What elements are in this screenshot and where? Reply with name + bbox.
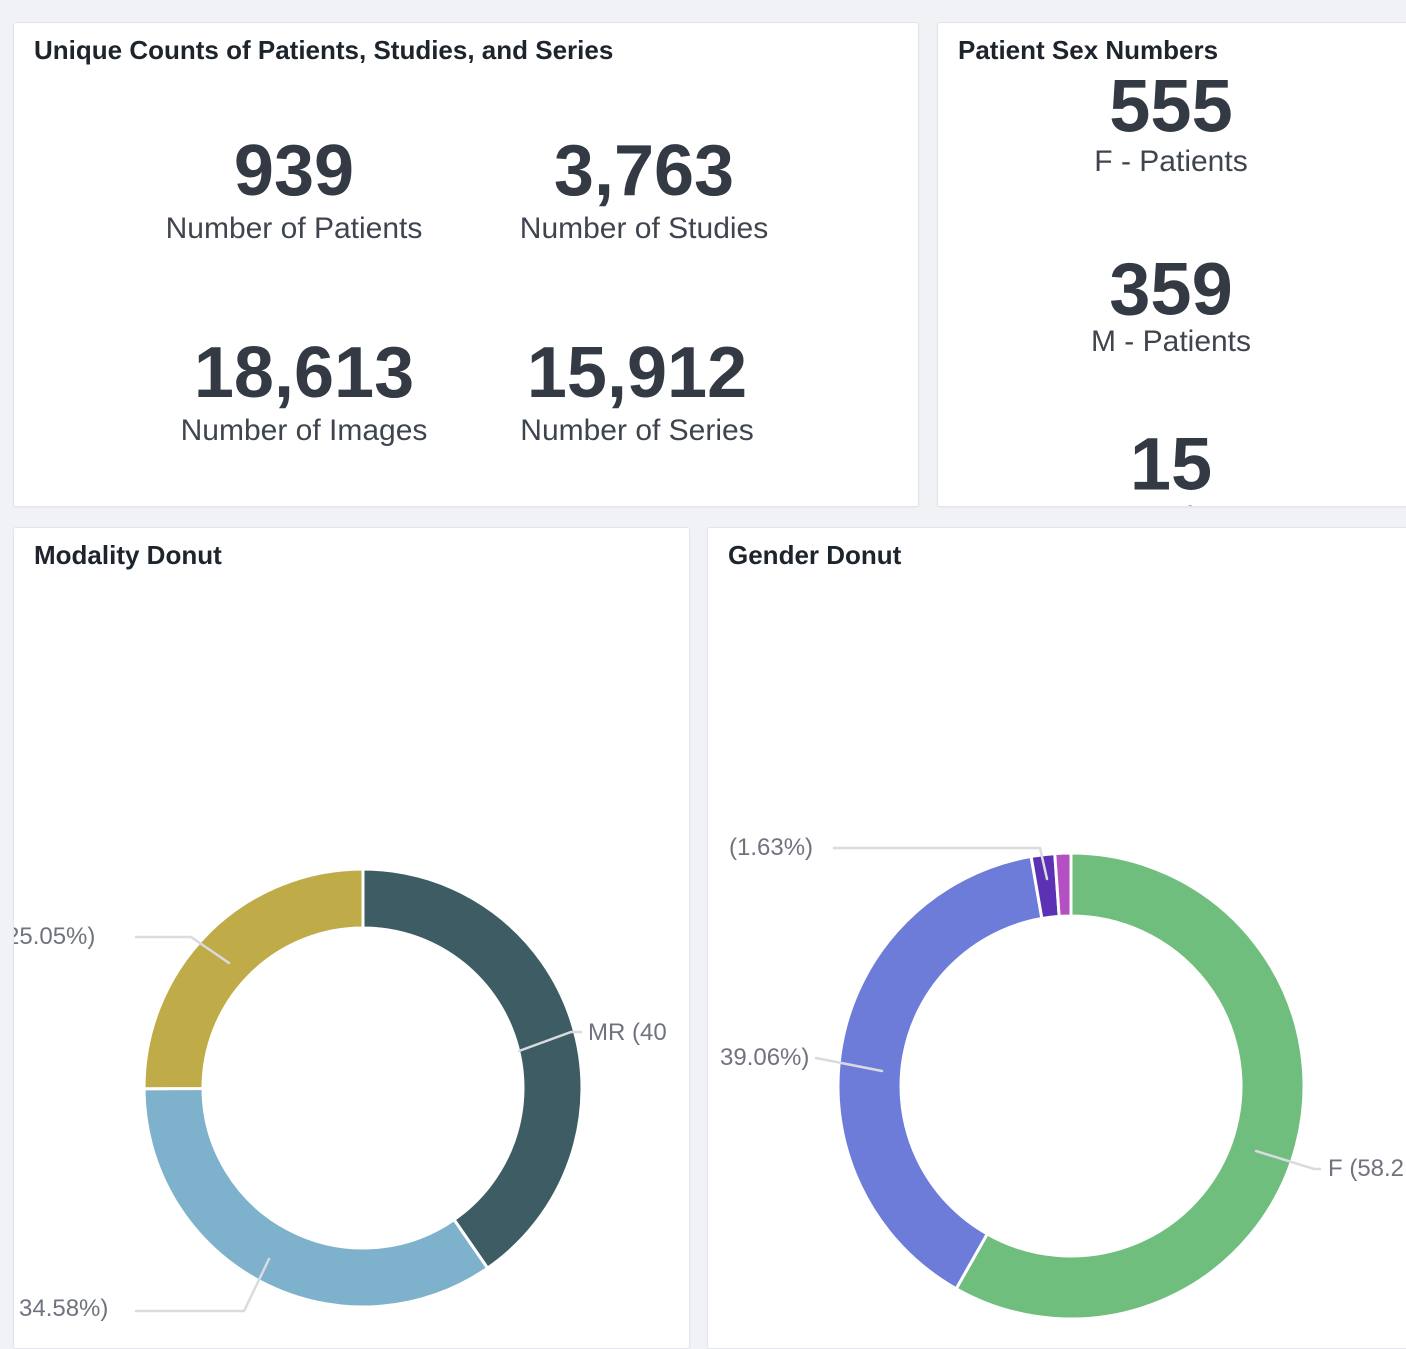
stat-number-of-series-value: 15,912	[526, 333, 748, 413]
donut-segment-f[interactable]	[954, 851, 1306, 1321]
stat-m-patients-value: 359	[1109, 247, 1233, 331]
panel-gender-donut: Gender Donut (1.63%) 39.06%) F (58.2	[707, 527, 1406, 1349]
stat-number-of-series-label: Number of Series	[520, 414, 754, 447]
panel-modality-donut: Modality Donut MR (40 25.05%) 34.58%)	[13, 527, 690, 1349]
gender-callout-m: 39.06%)	[720, 1044, 810, 1071]
modality-callout-mr: MR (40	[588, 1019, 667, 1046]
modality-callout-olive: 25.05%)	[13, 923, 96, 950]
leader-line-purple	[832, 846, 1049, 881]
leader-line-mr	[517, 1030, 583, 1053]
donut-segment-mr[interactable]	[361, 867, 584, 1270]
panel-title: Patient Sex Numbers	[958, 35, 1219, 65]
stat-o-patients-label: O - Patients	[1092, 501, 1250, 506]
donut-segment[interactable]	[142, 867, 365, 1091]
stat-number-of-patients-value: 939	[233, 131, 355, 211]
donut-segment[interactable]	[1053, 851, 1073, 918]
leader-line-f	[1254, 1149, 1322, 1171]
stat-number-of-images-label: Number of Images	[180, 414, 428, 447]
gender-donut-chart[interactable]	[708, 528, 1406, 1348]
stat-number-of-studies-label: Number of Studies	[519, 212, 769, 245]
modality-donut-chart[interactable]	[14, 528, 689, 1348]
dashboard: { "page": { "background": "#f1f2f6" }, "…	[13, 22, 1406, 1349]
gender-callout-f: F (58.2	[1328, 1155, 1405, 1182]
modality-donut-segments	[142, 867, 584, 1309]
leader-line-m	[814, 1056, 884, 1073]
donut-segment[interactable]	[142, 1087, 490, 1309]
leader-line-olive	[134, 935, 231, 965]
stat-number-of-images-value: 18,613	[193, 333, 415, 413]
modality-callout-blue: 34.58%)	[19, 1295, 109, 1322]
donut-segment[interactable]	[836, 854, 1044, 1291]
stat-number-of-studies-value: 3,763	[553, 131, 735, 211]
leader-line-blue	[134, 1257, 271, 1313]
stat-f-patients-value: 555	[1109, 64, 1233, 148]
panel-patient-sex: Patient Sex Numbers 555 F - Patients 359…	[937, 22, 1406, 507]
stat-f-patients-label: F - Patients	[1094, 145, 1248, 178]
stat-number-of-patients-label: Number of Patients	[165, 212, 423, 245]
panel-title: Unique Counts of Patients, Studies, and …	[34, 35, 614, 65]
panel-title: Gender Donut	[728, 540, 902, 570]
panel-title: Modality Donut	[34, 540, 222, 570]
stat-o-patients-value: 15	[1129, 422, 1213, 506]
gender-callout-purple: (1.63%)	[729, 834, 814, 861]
stat-m-patients-label: M - Patients	[1090, 325, 1252, 358]
gender-donut-segments	[836, 851, 1306, 1321]
panel-unique-counts: Unique Counts of Patients, Studies, and …	[13, 22, 919, 507]
